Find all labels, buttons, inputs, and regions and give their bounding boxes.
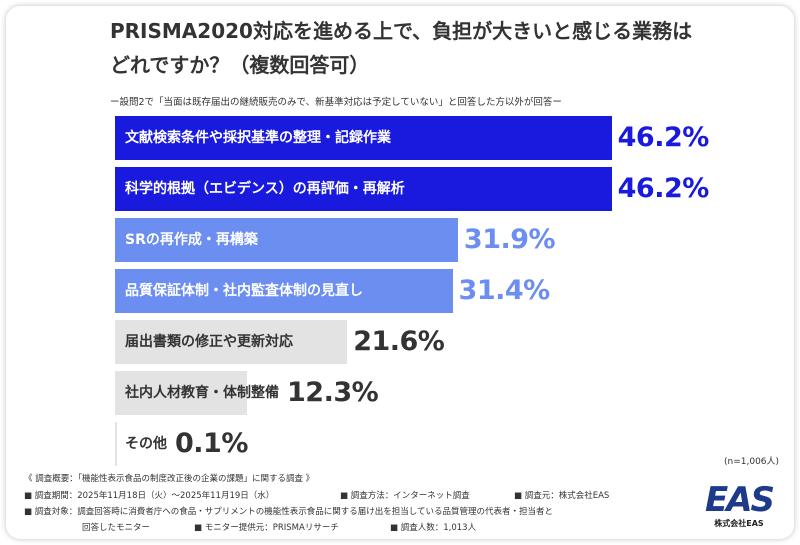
eas-logo-icon: EAS — [705, 480, 774, 518]
bar-3 — [115, 269, 453, 313]
bar-0 — [115, 116, 612, 160]
chart-title: PRISMA2020対応を進める上で、負担が大きいと感じる業務は どれですか？（… — [110, 14, 710, 82]
logo-company-name: 株式会社EAS — [714, 519, 764, 528]
bar-label-3: 品質保証体制・社内監査体制の見直し — [125, 283, 363, 299]
bar-value-0: 46.2% — [617, 122, 710, 153]
bar-6 — [115, 422, 117, 466]
footer-survey-method: ■ 調査方法：インターネット調査 — [340, 491, 470, 501]
bar-5 — [115, 371, 248, 415]
chart-title-line2: どれですか？（複数回答可） — [110, 53, 370, 77]
bar-value-6: 0.1% — [175, 428, 248, 459]
chart-title-line1: PRISMA2020対応を進める上で、負担が大きいと感じる業務は — [110, 19, 693, 43]
footer-respondent-count: ■ 調査人数：1,013人 — [390, 523, 477, 533]
footer-survey-overview: 《 調査概要：「機能性表示食品の制度改正後の企業の課題」に関する調査 》 — [24, 474, 315, 484]
eas-logo-mark: EAS — [705, 480, 774, 518]
footer-survey-source: ■ 調査元：株式会社EAS — [514, 491, 610, 501]
bar-2 — [115, 218, 458, 262]
footer-monitor-provider: ■ モニター提供元：PRISMAリサーチ — [194, 523, 339, 533]
bar-value-3: 31.4% — [458, 275, 551, 306]
sample-size-note: (n=1,006人) — [724, 457, 780, 467]
bar-label-1: 科学的根拠（エビデンス）の再評価・再解析 — [125, 181, 405, 197]
footer-survey-target: ■ 調査対象：調査回答時に消費者庁への食品・サプリメントの機能性表示食品に関する… — [24, 507, 553, 517]
bar-label-6: その他 — [125, 436, 167, 452]
bar-label-5: 社内人材教育・体制整備 — [125, 385, 279, 401]
footer-survey-period: ■ 調査期間：2025年11月18日（火）～2025年11月19日（水） — [24, 491, 275, 501]
bar-value-2: 31.9% — [463, 224, 556, 255]
bar-value-4: 21.6% — [353, 326, 445, 357]
bar-4 — [115, 320, 348, 364]
bar-label-2: SRの再作成・再構築 — [125, 232, 258, 248]
bar-label-0: 文献検索条件や採択基準の整理・記録作業 — [125, 130, 391, 146]
bar-value-5: 12.3% — [287, 377, 379, 408]
bar-1 — [115, 167, 612, 211]
bar-value-1: 46.2% — [617, 173, 710, 204]
chart-subtitle: ー設問2で「当面は既存届出の継続販売のみで、新基準対応は予定していない」と回答し… — [110, 97, 562, 108]
bar-label-4: 届出書類の修正や更新対応 — [125, 334, 293, 350]
footer-survey-target-cont: 回答したモニター — [82, 523, 151, 533]
